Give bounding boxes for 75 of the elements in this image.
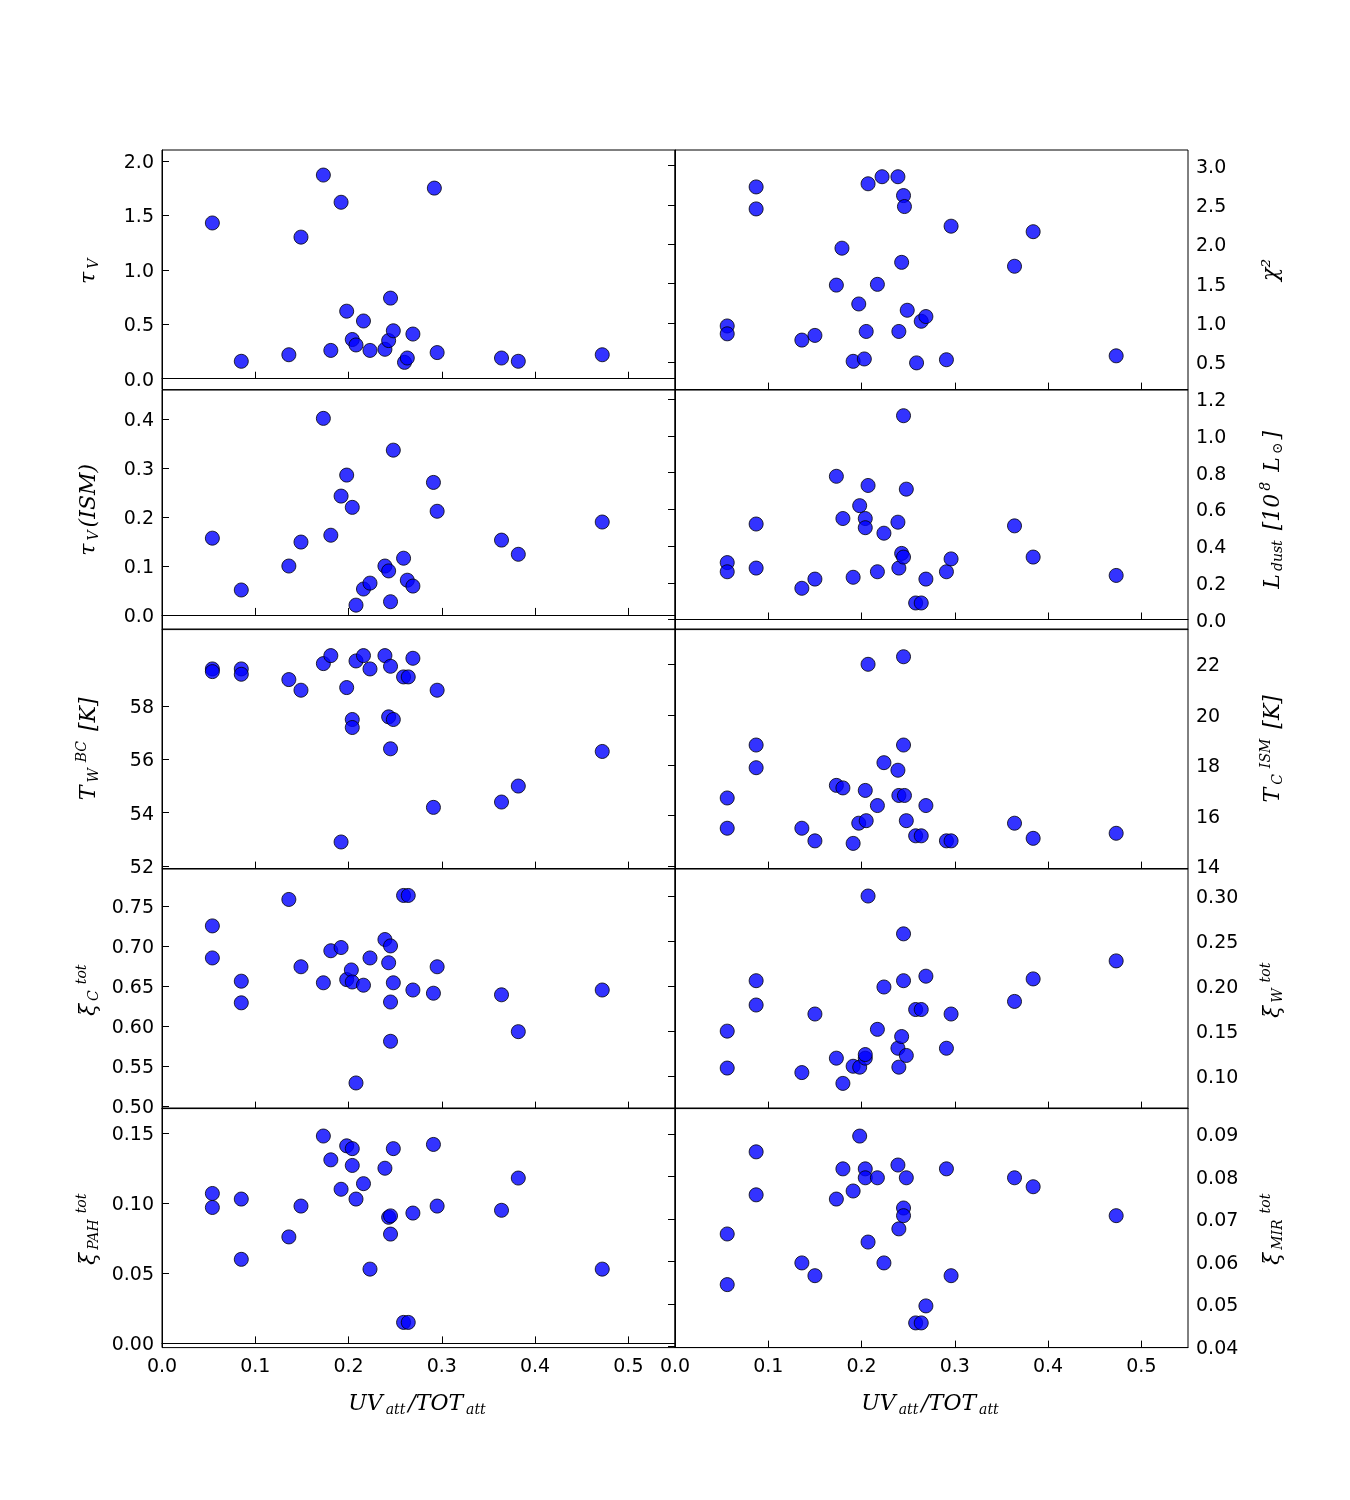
x-tick-label: 0.3 [939, 1354, 970, 1377]
y-axis-title: τV [74, 256, 101, 284]
x-tick-label: 0.2 [846, 1354, 877, 1377]
y-tick-label: 0.3 [123, 456, 154, 479]
x-tick-label: 0.4 [1032, 1354, 1064, 1377]
y-tick-label: 18 [1196, 754, 1221, 777]
y-axis-title: Ldust [108 L⊙] [1257, 430, 1285, 590]
y-tick-label: 0.07 [1196, 1208, 1239, 1231]
y-tick-label: 2.0 [1196, 233, 1227, 256]
x-tick-label: 0.1 [753, 1354, 784, 1377]
y-tick-label: 0.00 [111, 1332, 154, 1355]
y-tick-label: 1.0 [1196, 311, 1227, 334]
y-tick-label: 0.2 [123, 505, 154, 528]
y-tick-label: 0.0 [123, 603, 154, 626]
y-tick-label: 0.50 [111, 1094, 154, 1117]
y-axis-title: ξMIRtot [1257, 1193, 1285, 1266]
y-tick-label: 22 [1196, 653, 1221, 676]
y-tick-label: 0.0 [1196, 608, 1227, 631]
y-tick-label: 0.05 [111, 1262, 154, 1285]
y-tick-label: 0.08 [1196, 1165, 1239, 1188]
y-axis-title: ξWtot [1257, 962, 1285, 1018]
y-tick-label: 0.2 [1196, 571, 1227, 594]
y-tick-label: 0.10 [1196, 1064, 1239, 1087]
x-tick-label: 0.0 [146, 1354, 178, 1377]
y-tick-label: 1.2 [1196, 387, 1227, 410]
y-tick-label: 0.1 [123, 554, 154, 577]
x-tick-label: 0.0 [659, 1354, 691, 1377]
x-tick-label: 0.4 [519, 1354, 551, 1377]
y-tick-label: 0.15 [111, 1122, 154, 1145]
y-tick-label: 0.09 [1196, 1123, 1239, 1146]
y-tick-label: 0.30 [1196, 884, 1239, 907]
y-tick-label: 0.75 [111, 894, 154, 917]
x-tick-label: 0.5 [613, 1354, 644, 1377]
y-tick-label: 0.4 [1196, 534, 1227, 557]
y-tick-label: 0.6 [1196, 497, 1227, 520]
x-tick-label: 0.2 [333, 1354, 364, 1377]
y-axis-title: TWBC [K] [73, 697, 101, 801]
y-axis-title: TCISM [K] [1257, 694, 1285, 803]
y-tick-label: 0.15 [1196, 1019, 1239, 1042]
y-tick-label: 0.10 [111, 1192, 154, 1215]
y-tick-label: 0.06 [1196, 1251, 1239, 1274]
y-tick-label: 0.25 [1196, 929, 1239, 952]
x-tick-label: 0.3 [426, 1354, 457, 1377]
y-tick-label: 2.5 [1196, 193, 1227, 216]
y-tick-label: 0.05 [1196, 1293, 1239, 1316]
y-axis-title: ξCtot [73, 963, 101, 1016]
y-tick-label: 1.0 [1196, 424, 1227, 447]
y-tick-label: 14 [1196, 855, 1221, 878]
y-tick-label: 0.70 [111, 934, 154, 957]
y-tick-label: 1.5 [1196, 272, 1227, 295]
x-tick-label: 0.5 [1126, 1354, 1157, 1377]
y-tick-label: 20 [1196, 703, 1221, 726]
y-tick-label: 0.8 [1196, 461, 1227, 484]
y-tick-label: 56 [129, 748, 154, 771]
y-tick-label: 1.0 [123, 258, 154, 281]
y-tick-label: 0.04 [1196, 1336, 1239, 1359]
y-tick-label: 52 [129, 855, 154, 878]
y-tick-label: 2.0 [123, 149, 154, 172]
y-tick-label: 0.60 [111, 1014, 154, 1037]
y-tick-label: 0.20 [1196, 974, 1239, 997]
y-axis-title: χ² [1256, 258, 1282, 283]
y-tick-label: 0.65 [111, 974, 154, 997]
y-tick-label: 0.4 [123, 407, 154, 430]
y-tick-label: 0.0 [123, 367, 154, 390]
y-tick-label: 0.55 [111, 1054, 154, 1077]
y-tick-label: 0.5 [1196, 351, 1227, 374]
y-tick-label: 3.0 [1196, 154, 1227, 177]
y-axis-title: ξPAHtot [73, 1193, 101, 1266]
y-tick-label: 1.5 [123, 204, 154, 227]
y-tick-label: 16 [1196, 804, 1221, 827]
y-tick-label: 58 [129, 695, 154, 718]
y-tick-label: 0.5 [123, 313, 154, 336]
x-tick-label: 0.1 [240, 1354, 271, 1377]
y-tick-label: 54 [129, 801, 154, 824]
y-axis-title: τV(ISM) [74, 463, 101, 556]
